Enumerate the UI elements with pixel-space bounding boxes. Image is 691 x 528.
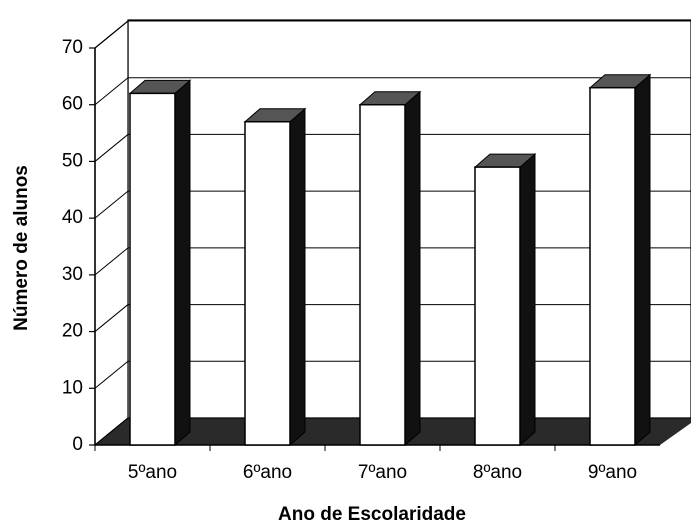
grid-line [94,20,129,49]
bar-side [289,107,306,447]
y-tick-label: 40 [62,207,83,228]
y-tick-label: 30 [62,264,83,285]
x-tick-label: 9ºano [588,462,637,483]
bar-side [634,73,651,447]
x-tick-label: 7ºano [358,462,407,483]
bar [129,92,176,446]
bar [244,120,291,446]
grid-line [94,190,129,219]
x-axis-title: Ano de Escolaridade [278,504,466,525]
y-tick-label: 50 [62,150,83,171]
y-tick-label: 20 [62,321,83,342]
y-tick-label: 70 [62,37,83,58]
bar [589,86,636,446]
bar [359,103,406,446]
grid-line [94,360,129,389]
bar-side [174,79,191,447]
grid-line [94,304,129,332]
grid-line [94,134,129,162]
x-tick-label: 5ºano [128,462,177,483]
bar-side [519,153,536,447]
y-tick-label: 0 [72,434,83,455]
y-tick-label: 60 [62,94,83,115]
y-tick-label: 10 [62,377,83,398]
x-tick-label: 6ºano [243,462,292,483]
bar-side [404,90,421,447]
bar [474,166,521,446]
grid-line [94,417,129,446]
grid-line [94,247,129,276]
grid-line [94,77,129,106]
y-axis-title: Número de alunos [11,165,32,331]
side-wall [94,19,129,447]
x-tick-label: 8ºano [473,462,522,483]
